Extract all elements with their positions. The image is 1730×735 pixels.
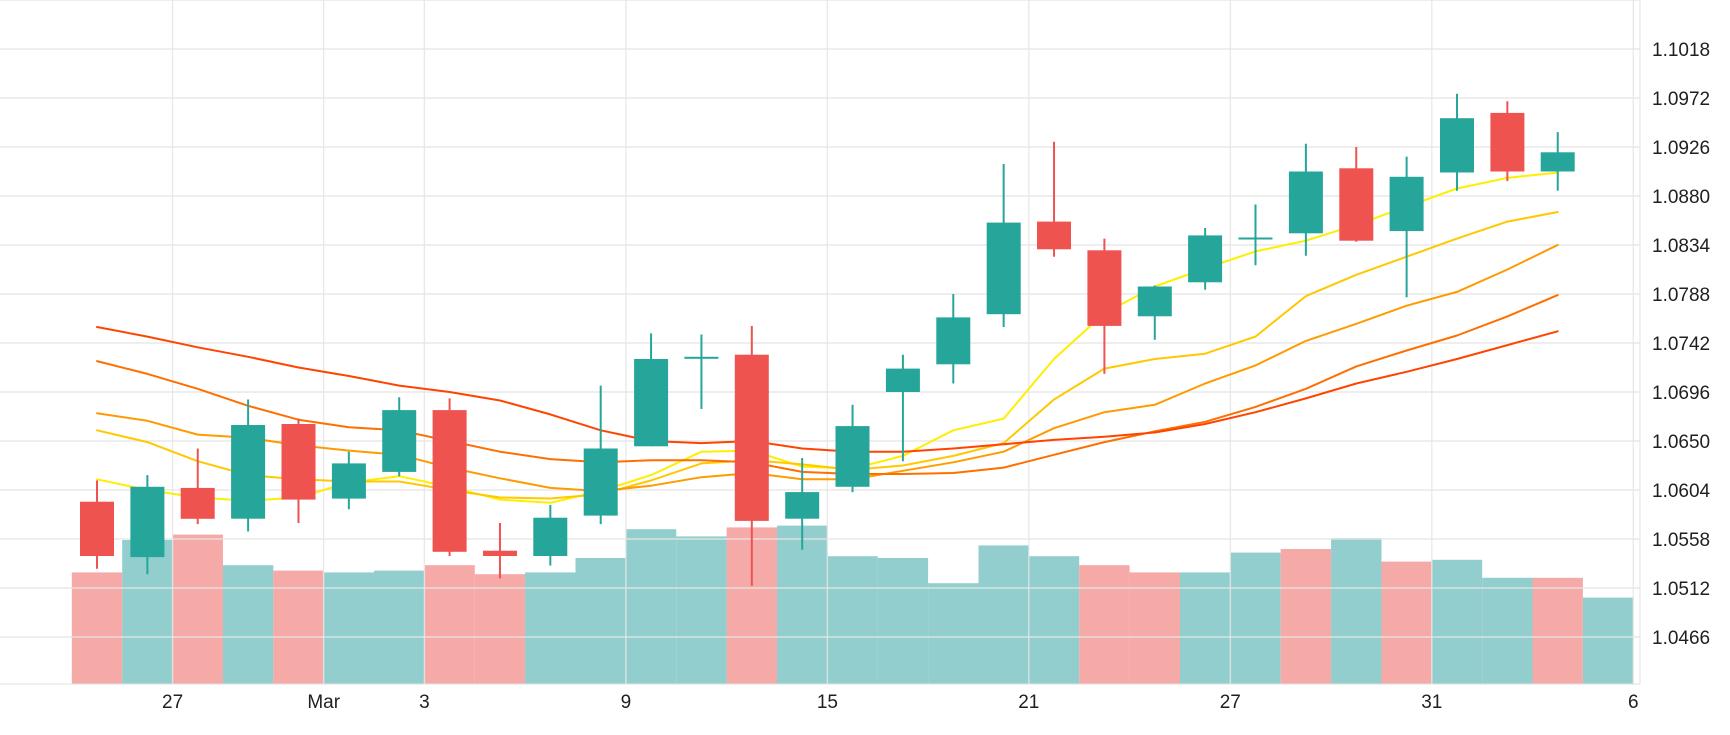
candle-body	[1288, 171, 1323, 234]
volume-bar	[1582, 597, 1634, 684]
volume-bar	[1079, 565, 1130, 684]
candle-body	[1440, 118, 1474, 173]
volume-bar	[323, 572, 375, 684]
moving-average-line	[96, 326, 1559, 453]
candle-body	[785, 492, 820, 519]
time-axis-label: 3	[419, 692, 430, 713]
time-axis-label: 9	[621, 692, 632, 713]
candle-body	[1037, 221, 1071, 250]
candle-body	[130, 486, 165, 558]
volume-bar	[71, 572, 123, 684]
candle-body	[583, 448, 618, 516]
candle-body	[835, 426, 870, 487]
candle-body	[1087, 250, 1122, 326]
price-axis-label: 1.0880	[1652, 187, 1710, 208]
volume-bar	[1230, 552, 1281, 684]
price-axis-label: 1.0972	[1652, 89, 1710, 110]
volume-bar	[928, 583, 979, 684]
candle-body	[684, 356, 719, 359]
candle-body	[281, 424, 316, 500]
candle-body	[634, 359, 669, 447]
candle-body	[180, 487, 215, 519]
time-axis-label: 6	[1628, 692, 1639, 713]
volume-bar	[827, 556, 878, 684]
candle-body	[231, 425, 266, 519]
candle-body	[936, 317, 971, 365]
candle-body	[432, 410, 467, 552]
volume-bar	[1280, 549, 1332, 684]
volume-bar	[1482, 577, 1533, 684]
grid-lines	[0, 0, 1640, 684]
volume-bar	[777, 525, 828, 684]
time-axis-label: 21	[1018, 692, 1039, 713]
candle-body	[1188, 235, 1223, 283]
candle-body	[1389, 176, 1424, 232]
time-axis-label: 15	[817, 692, 838, 713]
price-axis-label: 1.0696	[1652, 383, 1710, 404]
price-axis-label: 1.0650	[1652, 432, 1710, 453]
candle-body	[986, 222, 1021, 315]
volume-bar	[1028, 556, 1080, 684]
price-axis-label: 1.0604	[1652, 481, 1711, 502]
candle-body	[1238, 237, 1273, 240]
volume-bar	[172, 534, 223, 684]
volume-bar	[625, 529, 677, 684]
price-axis-label: 1.0926	[1652, 138, 1710, 159]
candle-body	[1490, 112, 1525, 172]
volume-bar	[676, 536, 727, 684]
volume-bar	[978, 545, 1029, 684]
candle-body	[1540, 152, 1575, 172]
volume-bar	[525, 572, 576, 684]
volume-bars	[71, 525, 1634, 684]
volume-bar	[1331, 538, 1382, 684]
candle-body	[1137, 286, 1172, 317]
volume-bar	[1129, 572, 1180, 684]
candle-body	[483, 550, 517, 556]
price-axis-label: 1.0558	[1652, 530, 1710, 551]
volume-bar	[877, 558, 929, 684]
price-axis-label: 1.1018	[1652, 40, 1710, 61]
volume-bar	[222, 565, 274, 684]
candles	[80, 93, 1575, 586]
price-axis-label: 1.0788	[1652, 285, 1710, 306]
candle-body	[331, 463, 366, 499]
moving-average-line	[96, 244, 1559, 493]
moving-average-line	[96, 294, 1559, 475]
time-axis-label: 31	[1421, 692, 1442, 713]
candle-body	[1339, 168, 1374, 241]
time-axis-label: 27	[162, 692, 183, 713]
price-axis-label: 1.0466	[1652, 628, 1710, 649]
price-axis-label: 1.0512	[1652, 579, 1710, 600]
time-axis-labels: 27 Mar 3 9 15 21 27 31 6	[162, 692, 1639, 713]
candle-body	[734, 354, 769, 521]
volume-bar	[1532, 577, 1583, 684]
candle-body	[885, 368, 920, 392]
volume-bar	[1381, 561, 1432, 684]
price-axis-label: 1.0742	[1652, 334, 1710, 355]
volume-bar	[1180, 572, 1231, 684]
volume-bar	[575, 558, 626, 684]
time-axis-label: 27	[1220, 692, 1241, 713]
price-axis-label: 1.0834	[1652, 236, 1711, 257]
candle-body	[382, 410, 417, 472]
candle-body	[533, 517, 568, 556]
volume-bar	[374, 570, 425, 684]
candle-body	[80, 501, 114, 556]
volume-bar	[1431, 559, 1483, 684]
volume-bar	[424, 565, 475, 684]
price-axis-labels: 1.1018 1.0972 1.0926 1.0880 1.0834 1.0788 1.07…	[1652, 40, 1711, 649]
volume-bar	[474, 574, 526, 684]
volume-bar	[273, 570, 324, 684]
time-axis-label: Mar	[307, 692, 340, 713]
